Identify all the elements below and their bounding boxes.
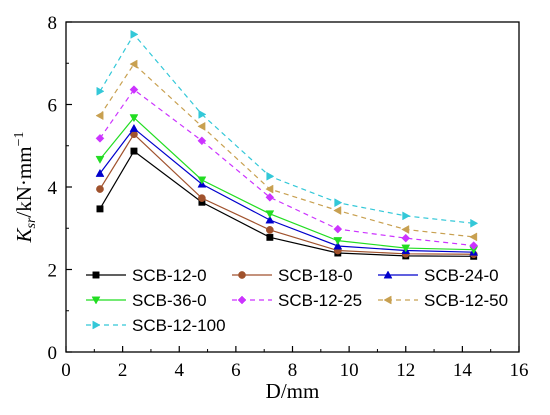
data-point	[130, 147, 138, 155]
legend-entry: SCB-12-25	[232, 291, 362, 310]
data-point	[265, 192, 275, 202]
x-tick-label: 0	[61, 360, 71, 381]
series-line	[99, 150, 474, 257]
data-point	[266, 171, 275, 181]
legend-entry: SCB-12-100	[86, 316, 226, 335]
legend-entry: SCB-36-0	[86, 291, 207, 310]
x-tick-label: 8	[288, 360, 298, 381]
data-point	[129, 123, 139, 132]
y-tick-label: 0	[48, 343, 58, 364]
x-tick-label: 12	[396, 360, 415, 381]
y-axis-label: Ksr/kN·mm−1	[12, 132, 39, 244]
series-line	[99, 116, 474, 251]
series-SCB-36-0	[95, 114, 479, 255]
data-point	[95, 133, 105, 143]
data-point	[265, 184, 274, 194]
legend-entry: SCB-18-0	[232, 266, 353, 285]
series-SCB-24-0	[95, 123, 479, 256]
series-SCB-12-0	[96, 147, 478, 260]
legend-label: SCB-12-25	[278, 291, 362, 310]
y-axis-label-superscript: −1	[12, 132, 27, 147]
legend-marker	[383, 270, 393, 279]
y-axis-label-subscript: sr	[24, 217, 39, 228]
x-tick-label: 14	[453, 360, 473, 381]
data-point	[266, 233, 274, 241]
data-point	[95, 168, 105, 177]
data-point	[266, 226, 274, 234]
y-axis-label-symbol: K	[12, 228, 36, 244]
series-SCB-12-100	[96, 29, 479, 228]
y-axis-label-unit: /kN·mm	[12, 146, 36, 217]
data-point	[96, 205, 104, 213]
legend-marker	[91, 296, 101, 305]
data-point	[333, 206, 342, 215]
data-point	[469, 232, 478, 242]
y-tick-label: 4	[48, 178, 58, 199]
legend-label: SCB-18-0	[278, 266, 353, 285]
data-point	[130, 29, 139, 39]
series-SCB-12-25	[95, 85, 479, 250]
plot-layer	[95, 29, 479, 260]
x-tick-label: 4	[175, 360, 185, 381]
data-point	[265, 210, 275, 219]
legend: SCB-12-0 SCB-18-0 SCB-24-0 SCB-36-0 SCB-12-2…	[86, 266, 508, 335]
legend-label: SCB-12-0	[132, 266, 207, 285]
data-point	[401, 244, 411, 253]
data-point	[198, 194, 206, 202]
data-point	[197, 121, 206, 131]
data-point	[129, 59, 138, 69]
data-point	[197, 136, 207, 146]
legend-marker	[92, 320, 101, 330]
data-point	[333, 224, 343, 234]
axis-layer: 0 2 4 6 8 10 12 14 16 0 2 4 6 8	[48, 13, 529, 381]
data-point	[96, 86, 105, 96]
data-point	[265, 215, 275, 224]
data-point	[96, 185, 104, 193]
legend-label: SCB-24-0	[424, 266, 499, 285]
data-point	[197, 176, 207, 185]
legend-marker	[92, 271, 100, 279]
data-point	[129, 114, 139, 123]
series-line	[99, 127, 474, 253]
data-point	[401, 225, 410, 234]
y-tick-label: 8	[48, 13, 58, 34]
data-point	[198, 109, 207, 119]
x-axis-label: D/mm	[266, 379, 320, 403]
legend-label: SCB-12-50	[424, 291, 508, 310]
legend-marker	[238, 271, 246, 279]
y-tick-label: 6	[48, 96, 58, 117]
legend-marker	[237, 295, 247, 305]
legend-marker	[383, 295, 392, 305]
x-tick-label: 6	[231, 360, 241, 381]
legend-label: SCB-12-100	[132, 316, 226, 335]
y-tick-label: 2	[48, 261, 58, 282]
data-point	[129, 85, 139, 95]
data-point	[333, 241, 343, 250]
data-point	[95, 155, 105, 164]
data-point	[401, 233, 411, 243]
series-line	[99, 63, 474, 238]
data-point	[333, 237, 343, 246]
data-point	[402, 211, 411, 221]
x-tick-label: 10	[340, 360, 359, 381]
legend-entry: SCB-12-0	[86, 266, 207, 285]
legend-entry: SCB-24-0	[378, 266, 499, 285]
series-SCB-12-50	[95, 59, 478, 242]
legend-entry: SCB-12-50	[378, 291, 508, 310]
legend-label: SCB-36-0	[132, 291, 207, 310]
data-point	[470, 218, 479, 228]
x-tick-label: 16	[510, 360, 529, 381]
data-point	[469, 241, 479, 250]
x-tick-label: 2	[118, 360, 128, 381]
data-point	[334, 198, 343, 208]
data-point	[95, 111, 104, 121]
